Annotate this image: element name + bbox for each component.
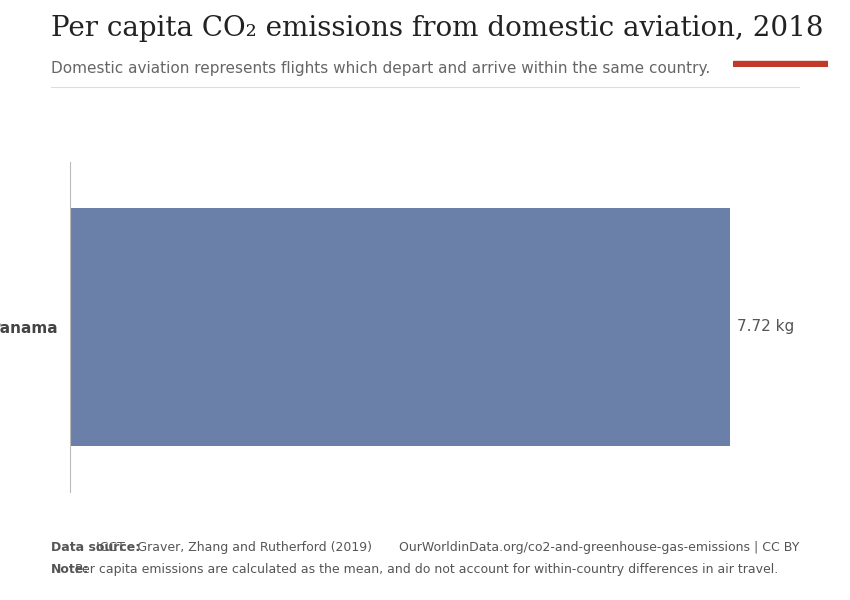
Text: OurWorldinData.org/co2-and-greenhouse-gas-emissions | CC BY: OurWorldinData.org/co2-and-greenhouse-ga…	[399, 541, 799, 554]
Text: Domestic aviation represents flights which depart and arrive within the same cou: Domestic aviation represents flights whi…	[51, 61, 711, 76]
Text: Per capita emissions are calculated as the mean, and do not account for within-c: Per capita emissions are calculated as t…	[71, 563, 778, 576]
Bar	[733, 61, 828, 67]
Bar	[70, 208, 730, 446]
Text: Our World: Our World	[749, 19, 812, 28]
Text: ICCT - Graver, Zhang and Rutherford (2019): ICCT - Graver, Zhang and Rutherford (201…	[92, 541, 371, 554]
Text: in Data: in Data	[758, 40, 802, 49]
Text: Note:: Note:	[51, 563, 89, 576]
Text: Data source:: Data source:	[51, 541, 140, 554]
Text: Per capita CO₂ emissions from domestic aviation, 2018: Per capita CO₂ emissions from domestic a…	[51, 15, 824, 42]
Text: 7.72 kg: 7.72 kg	[737, 319, 794, 335]
